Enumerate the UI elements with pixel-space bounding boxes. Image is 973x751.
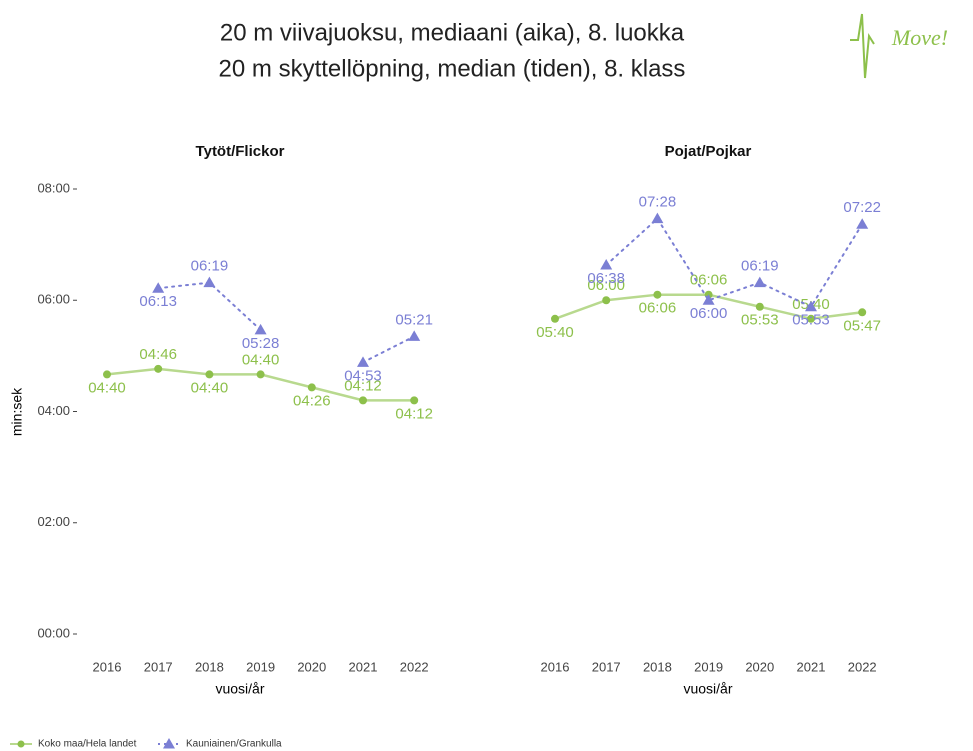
point xyxy=(408,330,421,341)
data-label: 04:53 xyxy=(344,367,382,384)
data-label: 05:28 xyxy=(242,335,280,352)
data-label: 06:19 xyxy=(191,258,229,275)
point xyxy=(602,296,611,305)
logo-mark xyxy=(850,13,875,79)
x-axis-label: vuosi/år xyxy=(683,681,732,697)
x-tick-label: 2021 xyxy=(349,659,378,674)
point xyxy=(256,370,265,379)
data-label: 05:47 xyxy=(843,317,881,334)
data-label: 04:12 xyxy=(344,377,382,394)
x-tick-label: 2016 xyxy=(93,659,122,674)
data-label: 06:00 xyxy=(587,277,625,294)
title-line: 20 m viivajuoksu, mediaani (aika), 8. lu… xyxy=(220,19,685,46)
legend-label: Kauniainen/Grankulla xyxy=(186,739,282,750)
legend-label: Koko maa/Hela landet xyxy=(38,739,137,750)
point xyxy=(357,356,369,367)
point xyxy=(858,308,867,317)
panel-title: Pojat/Pojkar xyxy=(665,143,752,160)
data-label: 06:00 xyxy=(690,305,728,322)
point xyxy=(702,294,715,305)
x-tick-label: 2016 xyxy=(541,659,570,674)
logo: Move! xyxy=(891,25,948,50)
point xyxy=(203,276,216,288)
data-label: 04:26 xyxy=(293,392,331,409)
point xyxy=(410,396,419,405)
point xyxy=(600,259,613,270)
data-label: 05:40 xyxy=(536,324,574,341)
y-tick-label: 08:00 xyxy=(37,180,70,195)
data-label: 07:22 xyxy=(843,199,881,216)
point xyxy=(856,218,869,229)
data-label: 04:40 xyxy=(191,379,229,396)
y-tick-label: 00:00 xyxy=(37,625,70,640)
x-tick-label: 2019 xyxy=(694,659,723,674)
point xyxy=(307,383,316,392)
data-label: 04:40 xyxy=(242,351,280,368)
x-tick-label: 2022 xyxy=(400,659,429,674)
data-label: 07:28 xyxy=(639,194,677,211)
data-label: 04:12 xyxy=(395,405,433,422)
point xyxy=(805,300,817,312)
x-tick-label: 2021 xyxy=(797,659,826,674)
x-tick-label: 2020 xyxy=(297,659,326,674)
x-tick-label: 2020 xyxy=(745,659,774,674)
x-axis-label: vuosi/år xyxy=(215,681,264,697)
point xyxy=(807,314,815,323)
data-label: 04:40 xyxy=(88,379,126,396)
point xyxy=(651,212,664,224)
data-label: 05:53 xyxy=(741,312,779,329)
data-label: 05:21 xyxy=(395,311,433,328)
y-tick-label: 06:00 xyxy=(37,292,70,307)
legend-marker xyxy=(17,740,25,748)
y-tick-label: 02:00 xyxy=(37,514,70,529)
data-label: 06:06 xyxy=(639,300,677,317)
y-tick-label: 04:00 xyxy=(37,403,70,418)
point xyxy=(254,323,267,335)
x-tick-label: 2019 xyxy=(246,659,275,674)
x-tick-label: 2017 xyxy=(144,659,173,674)
x-tick-label: 2022 xyxy=(848,659,877,674)
x-tick-label: 2018 xyxy=(643,659,672,674)
panel-title: Tytöt/Flickor xyxy=(196,143,285,160)
data-label: 06:13 xyxy=(139,293,177,310)
point xyxy=(755,302,764,311)
data-label: 06:38 xyxy=(587,270,625,287)
point xyxy=(152,282,165,293)
point xyxy=(103,370,111,379)
x-tick-label: 2018 xyxy=(195,659,224,674)
point xyxy=(753,276,766,288)
y-axis-label: min:sek xyxy=(9,387,25,436)
title-line: 20 m skyttellöpning, median (tiden), 8. … xyxy=(219,55,686,82)
data-label: 06:19 xyxy=(741,258,779,275)
legend-marker xyxy=(163,738,175,749)
x-tick-label: 2017 xyxy=(592,659,621,674)
point xyxy=(205,370,214,379)
series-line xyxy=(362,335,416,364)
point xyxy=(653,290,662,299)
point xyxy=(359,396,367,405)
data-label: 04:46 xyxy=(139,346,177,363)
point xyxy=(154,364,163,373)
point xyxy=(551,314,559,323)
data-label: 05:53 xyxy=(792,312,830,329)
series-line xyxy=(605,217,864,309)
